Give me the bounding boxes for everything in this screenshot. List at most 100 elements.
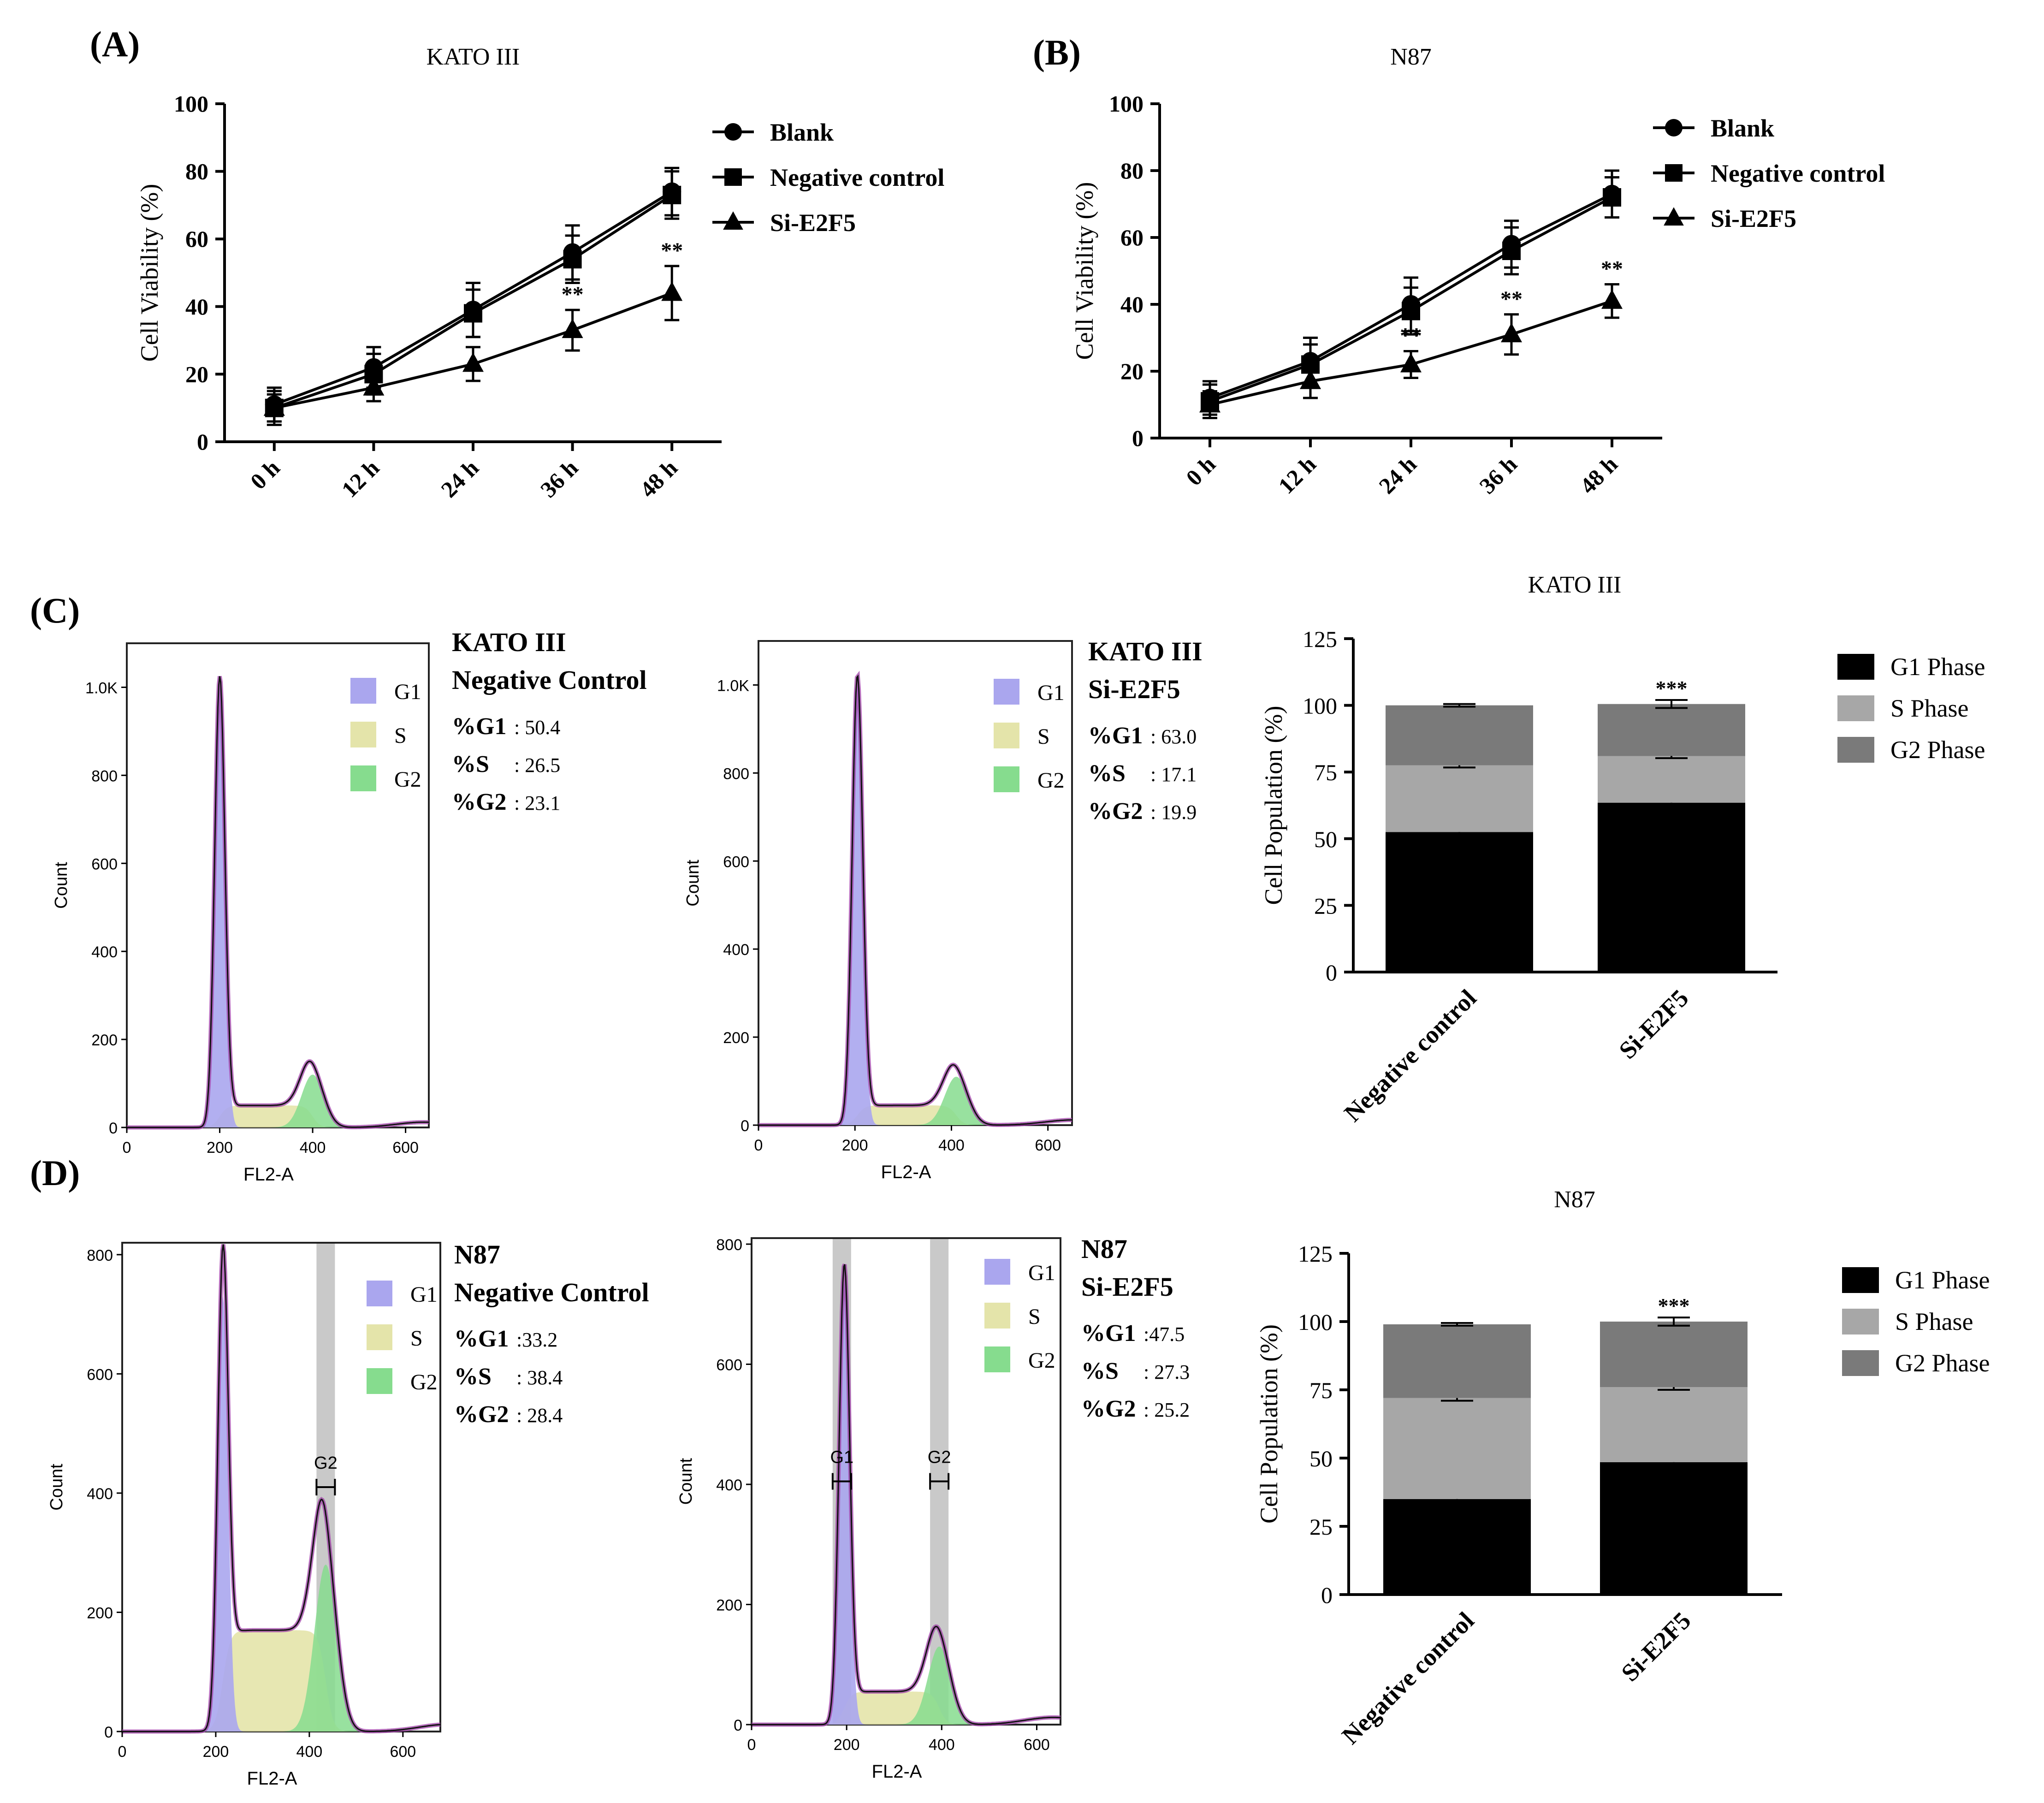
legend-marker [1665, 119, 1683, 136]
significance-marker: ** [1400, 324, 1422, 348]
significance-marker: ** [562, 282, 584, 307]
bar-segment [1600, 1462, 1748, 1595]
stat-value: : 38.4 [516, 1366, 563, 1389]
legend-swatch [1837, 695, 1874, 721]
legend-label: G2 [1028, 1348, 1055, 1373]
chart-title-c-right: KATO III [1528, 572, 1622, 598]
y-tick-label: 80 [1120, 158, 1143, 184]
significance-marker: ** [1601, 257, 1623, 281]
y-tick-label: 0 [104, 1724, 113, 1741]
significance-marker: ** [661, 238, 683, 263]
y-tick-label: 0 [1132, 425, 1143, 451]
y-tick-label: 400 [723, 941, 749, 959]
stat-label: %G2 [1088, 798, 1143, 824]
y-tick-label: 20 [1120, 358, 1143, 384]
x-tick-label: 0 [754, 1137, 763, 1154]
y-tick-label: 25 [1314, 893, 1337, 919]
x-tick-label: 0 h [1181, 451, 1220, 491]
panel-label-b: (B) [1033, 32, 1081, 72]
histogram-curve [758, 674, 1072, 1126]
y-tick-label: 200 [723, 1029, 749, 1047]
sample-condition: Negative Control [452, 665, 647, 695]
y-tick-label: 400 [716, 1477, 742, 1494]
stat-value: : 17.1 [1150, 763, 1197, 786]
legend-marker [724, 123, 742, 141]
y-tick-label: 40 [185, 294, 208, 320]
data-point-si-e2f5 [1501, 323, 1522, 343]
stat-value: :33.2 [516, 1329, 557, 1351]
x-axis-label: FL2-A [872, 1761, 922, 1782]
sample-title: KATO III [452, 627, 566, 657]
x-axis-label: FL2-A [247, 1768, 297, 1789]
y-tick-label: 200 [91, 1032, 118, 1049]
legend-marker [723, 211, 743, 230]
g2-phase-area [284, 1565, 368, 1732]
y-tick-label: 100 [1109, 91, 1143, 117]
x-tick-label: 600 [392, 1139, 419, 1157]
legend-label: S Phase [1890, 694, 1969, 722]
y-tick-label: 0 [1321, 1582, 1333, 1608]
legend-label: Negative control [770, 164, 944, 191]
legend-label: G2 Phase [1895, 1349, 1990, 1377]
legend-label: Blank [770, 119, 834, 146]
data-point-si-e2f5 [562, 319, 583, 338]
legend-label: Si-E2F5 [770, 209, 856, 237]
stat-label: %G2 [1081, 1396, 1136, 1422]
x-tick-label: 400 [300, 1139, 326, 1157]
x-tick-label: 600 [1035, 1137, 1061, 1154]
legend-label: Si-E2F5 [1711, 205, 1796, 232]
x-tick-label: 0 [118, 1743, 127, 1761]
plot-frame-d-mid [751, 1237, 1061, 1726]
x-tick-label: 200 [203, 1743, 229, 1761]
bar-segment [1600, 1387, 1748, 1462]
chart-title-a: KATO III [427, 44, 520, 70]
legend-swatch [1837, 654, 1874, 680]
y-tick-label: 0 [197, 429, 208, 455]
bar-segment [1598, 756, 1745, 803]
y-tick-label: 125 [1303, 626, 1337, 652]
y-axis-label: Count [52, 862, 71, 909]
stat-value: : 25.2 [1143, 1399, 1190, 1421]
y-tick-label: 60 [185, 226, 208, 252]
data-point-negative-control [464, 304, 482, 323]
sample-condition: Si-E2F5 [1081, 1272, 1173, 1302]
g1-phase-area [195, 1296, 251, 1732]
bar-segment [1386, 705, 1533, 765]
y-tick-label: 40 [1120, 291, 1143, 317]
y-tick-label: 100 [1303, 693, 1337, 719]
data-point-si-e2f5 [363, 376, 385, 396]
bar-segment [1383, 1324, 1531, 1398]
legend-swatch [1842, 1309, 1879, 1334]
y-tick-label: 800 [716, 1236, 742, 1254]
x-tick-label: 400 [296, 1743, 323, 1761]
x-axis-label: FL2-A [881, 1162, 931, 1182]
y-tick-label: 400 [91, 943, 118, 961]
y-axis-label: Count [676, 1458, 696, 1505]
g2-phase-area [271, 1074, 355, 1127]
legend-swatch [984, 1303, 1010, 1329]
stat-value: : 50.4 [514, 716, 560, 739]
y-tick-label: 1.0K [85, 679, 118, 697]
y-tick-label: 0 [1326, 960, 1337, 985]
legend-swatch [1837, 737, 1874, 763]
stat-label: %G1 [1081, 1320, 1136, 1346]
sample-title: N87 [454, 1240, 500, 1269]
legend-marker [724, 168, 742, 186]
x-tick-label: Negative control [1339, 984, 1481, 1127]
x-tick-label: 48 h [635, 455, 683, 503]
stat-label: %G1 [1088, 723, 1143, 749]
legend-label: G2 Phase [1890, 736, 1985, 764]
y-tick-label: 60 [1120, 225, 1143, 250]
plot-frame-c-left [126, 642, 430, 1128]
bar-segment [1600, 1322, 1748, 1388]
y-tick-label: 600 [91, 855, 118, 873]
stat-value: :47.5 [1143, 1323, 1185, 1346]
y-axis-label-a: Cell Viability (%) [136, 184, 163, 362]
stat-value: : 63.0 [1150, 725, 1197, 748]
significance-marker: ** [1500, 287, 1523, 311]
x-tick-label: 12 h [337, 455, 385, 503]
stat-value: : 26.5 [514, 754, 560, 777]
y-tick-label: 600 [87, 1366, 113, 1383]
sample-condition: Negative Control [454, 1277, 649, 1307]
